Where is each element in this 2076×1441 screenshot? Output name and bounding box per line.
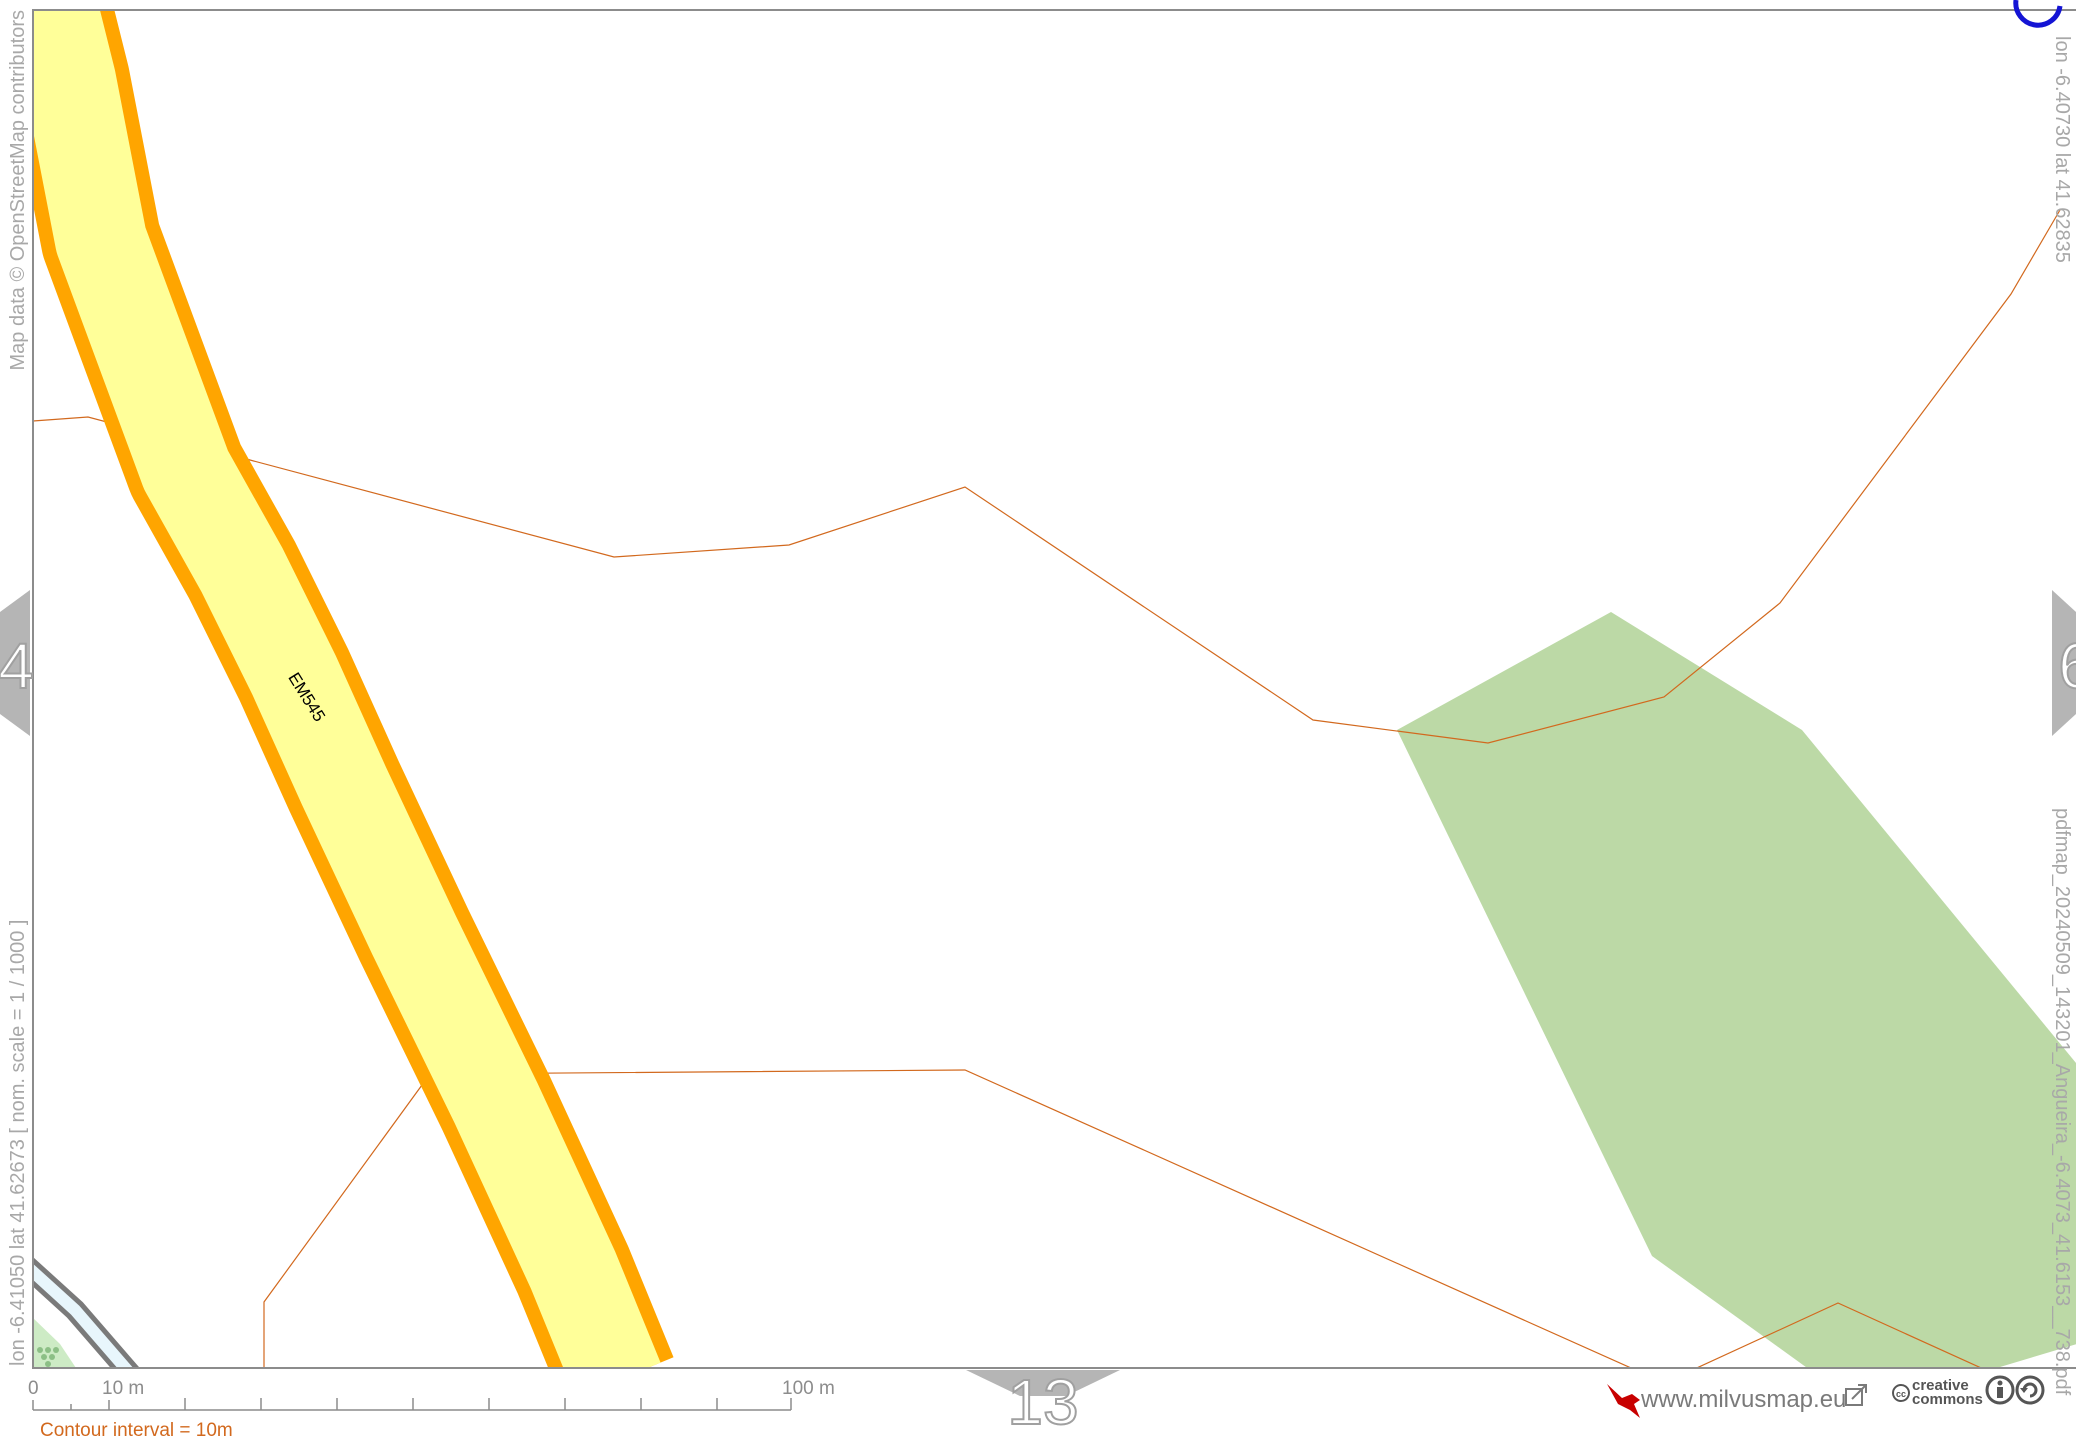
cc-brand-top: creative: [1912, 1377, 1969, 1394]
track-fill: [33, 1263, 134, 1368]
by-icon: [1985, 1375, 2015, 1405]
scale-bar: [32, 1398, 792, 1411]
milvus-bird-icon[interactable]: [1607, 1384, 1640, 1418]
road-em545-fill: [33, 10, 661, 1368]
contour-interval-text: Contour interval = 10m: [40, 1420, 233, 1441]
website-link[interactable]: www.milvusmap.eu: [1640, 1386, 1846, 1413]
scale-label-zero: 0: [28, 1378, 39, 1399]
corner-circle-icon: [2013, 0, 2063, 28]
nav-bottom-button[interactable]: 13: [966, 1365, 1120, 1439]
contour-line-bottom-right: [1695, 1302, 1983, 1368]
cc-icon: cc: [1892, 1384, 1910, 1402]
sa-icon: [2015, 1375, 2045, 1405]
attribution-text: Map data © OpenStreetMap contributors: [7, 10, 29, 370]
cc-brand-bottom: commons: [1912, 1391, 1983, 1408]
scale-label-10m: 10 m: [102, 1378, 144, 1399]
coordinate-top-right: lon -6.40730 lat 41.62835: [2051, 36, 2073, 263]
forest-area: [1397, 612, 2076, 1368]
vineyard-area: [33, 1318, 76, 1368]
nav-right-page-number: 6: [2058, 630, 2076, 702]
scale-label-100m: 100 m: [782, 1378, 835, 1399]
map-frame: [32, 9, 2076, 1369]
nav-right-button[interactable]: 6: [2052, 590, 2076, 736]
nav-left-page-number: 4: [0, 630, 34, 702]
filename-text: pdfmap_20240509_143201_Angueira_-6.4073_…: [2051, 808, 2073, 1396]
vineyard-icon: [37, 1347, 59, 1367]
coordinate-bottom-left: lon -6.41050 lat 41.62673 [ nom. scale =…: [7, 920, 29, 1366]
external-link-icon[interactable]: [1845, 1384, 1867, 1406]
map-content: [33, 10, 2076, 1368]
svg-text:cc: cc: [1896, 1389, 1906, 1399]
nav-left-button[interactable]: 4: [0, 590, 35, 736]
nav-bottom-page-number: 13: [1007, 1366, 1078, 1438]
